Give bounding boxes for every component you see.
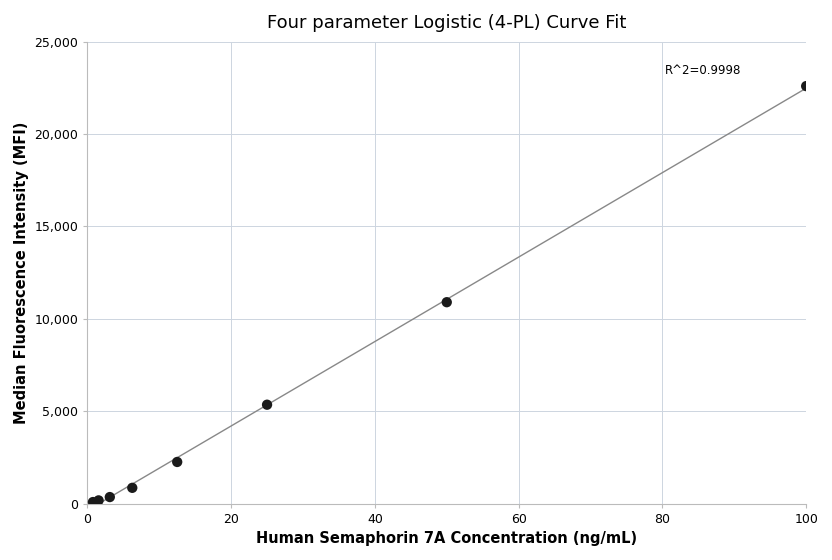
- Point: [800, 82, 813, 91]
- X-axis label: Human Semaphorin 7A Concentration (ng/mL): Human Semaphorin 7A Concentration (ng/mL…: [256, 531, 637, 546]
- Title: Four parameter Logistic (4-PL) Curve Fit: Four parameter Logistic (4-PL) Curve Fit: [267, 14, 626, 32]
- Point: [92, 496, 105, 505]
- Point: [103, 493, 116, 502]
- Point: [126, 483, 139, 492]
- Point: [171, 458, 184, 466]
- Text: R^2=0.9998: R^2=0.9998: [665, 64, 741, 77]
- Point: [87, 498, 100, 507]
- Point: [440, 298, 453, 307]
- Point: [260, 400, 274, 409]
- Y-axis label: Median Fluorescence Intensity (MFI): Median Fluorescence Intensity (MFI): [14, 122, 29, 424]
